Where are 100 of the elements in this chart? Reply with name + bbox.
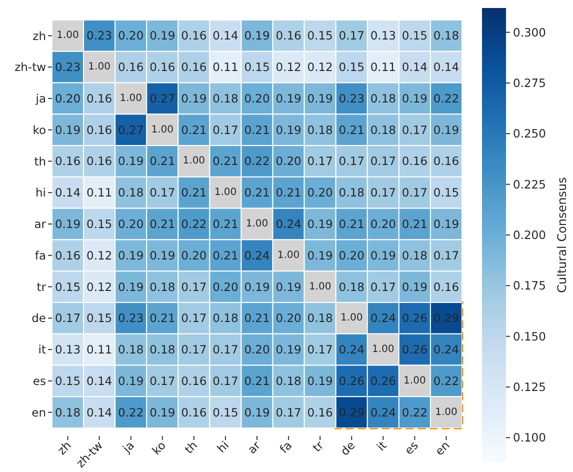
data-label: 0.14 [212,28,238,43]
data-label: 0.17 [212,374,238,388]
data-label: 0.16 [276,28,302,43]
data-label: 0.18 [370,91,396,106]
data-label: 0.12 [276,60,302,74]
color-bar-label: 0.100 [513,430,546,445]
data-label: 0.12 [86,248,112,262]
data-label: 0.21 [244,122,270,137]
data-label: 0.24 [370,405,396,420]
text: 1.00 [246,218,268,230]
y-tick-label: ja [34,92,46,106]
data-label: 0.16 [54,248,81,262]
data-label: 0.24 [433,342,460,357]
y-tick-label: zh-tw [14,60,46,74]
data-label: 0.21 [244,374,270,388]
data-label: 0.21 [212,217,238,231]
x-tick-label: en [432,438,452,458]
data-label: 0.20 [118,28,144,43]
data-label: 0.20 [276,311,302,326]
data-label: 0.15 [307,28,333,43]
data-label: 0.29 [338,405,364,420]
data-label: 0.17 [181,311,207,326]
data-label: 0.19 [307,374,333,388]
data-label: 0.21 [338,217,364,231]
x-tick-label: zh [54,438,74,458]
data-label: 0.17 [276,405,302,420]
data-label: 0.19 [54,122,81,137]
data-label: 0.17 [150,186,176,200]
text: 1.00 [404,375,426,386]
data-label: 0.24 [370,311,396,326]
data-label: 0.19 [276,122,302,137]
data-label: 0.18 [402,248,428,262]
data-label: 0.15 [54,280,81,294]
data-label: 0.19 [244,28,270,43]
data-label: 0.15 [433,186,460,200]
data-label: 0.24 [244,248,270,262]
data-label: 0.22 [402,405,428,420]
data-label: 0.21 [244,311,270,326]
data-label: 0.20 [181,248,207,262]
data-label: 0.18 [307,311,333,326]
data-label: 0.11 [370,60,396,74]
data-label: 0.16 [433,280,460,294]
data-label: 0.18 [370,122,396,137]
y-tick-label: th [34,154,46,168]
data-label: 0.15 [338,60,364,74]
data-label: 0.16 [86,91,112,106]
data-label: 0.18 [307,122,333,137]
color-bar-label: 0.200 [513,228,546,242]
data-label: 0.19 [276,342,302,357]
data-label: 0.17 [402,122,428,137]
data-label: 0.20 [212,280,238,294]
data-label: 0.23 [54,60,81,74]
data-label: 0.23 [86,28,112,43]
data-label: 0.12 [86,280,112,294]
text: 1.00 [308,281,332,292]
data-label: 0.19 [307,248,333,262]
data-label: 0.15 [212,405,238,420]
data-label: 0.19 [150,405,176,420]
data-label: 0.16 [181,28,207,43]
data-label: 0.19 [181,91,207,106]
y-tick-label: en [32,405,46,420]
data-label: 0.19 [276,91,302,106]
data-label: 0.19 [150,28,176,43]
data-label: 0.18 [276,374,302,388]
data-label: 0.22 [433,91,460,106]
data-label: 0.17 [370,154,396,168]
data-label: 0.13 [370,28,396,43]
color-bar-label: 0.300 [513,25,546,40]
data-label: 0.17 [338,28,364,43]
x-tick-label: hi [214,438,232,456]
data-label: 0.19 [370,248,396,262]
color-bar-label: 0.225 [513,177,546,192]
data-label: 0.18 [150,342,176,357]
color-bar-label: 0.125 [513,380,546,394]
data-label: 0.21 [276,186,302,200]
data-label: 0.27 [118,122,144,137]
text: 1.00 [214,187,237,198]
y-tick-label: ko [32,122,46,137]
data-label: 0.21 [150,311,176,326]
data-label: 0.14 [86,405,112,420]
data-label: 0.23 [118,311,144,326]
data-label: 0.20 [338,248,364,262]
data-label: 0.23 [338,91,364,106]
text: 1.00 [56,30,79,42]
x-tick-label: fa [276,438,295,456]
data-label: 0.20 [276,154,302,168]
data-label: 0.22 [244,154,270,168]
text: 1.00 [435,406,458,418]
x-tick-label: it [374,438,390,454]
data-label: 0.16 [181,405,207,420]
y-tick-label: tr [36,280,46,294]
data-label: 0.19 [433,122,460,137]
color-bar-label: 0.275 [513,76,546,90]
data-label: 0.19 [433,217,460,231]
data-label: 0.14 [433,60,460,74]
x-tick-label: ko [149,438,169,458]
x-tick-label: de [338,438,358,458]
data-label: 0.19 [118,248,144,262]
x-tick-label: tr [310,438,326,455]
data-label: 0.16 [54,154,81,168]
